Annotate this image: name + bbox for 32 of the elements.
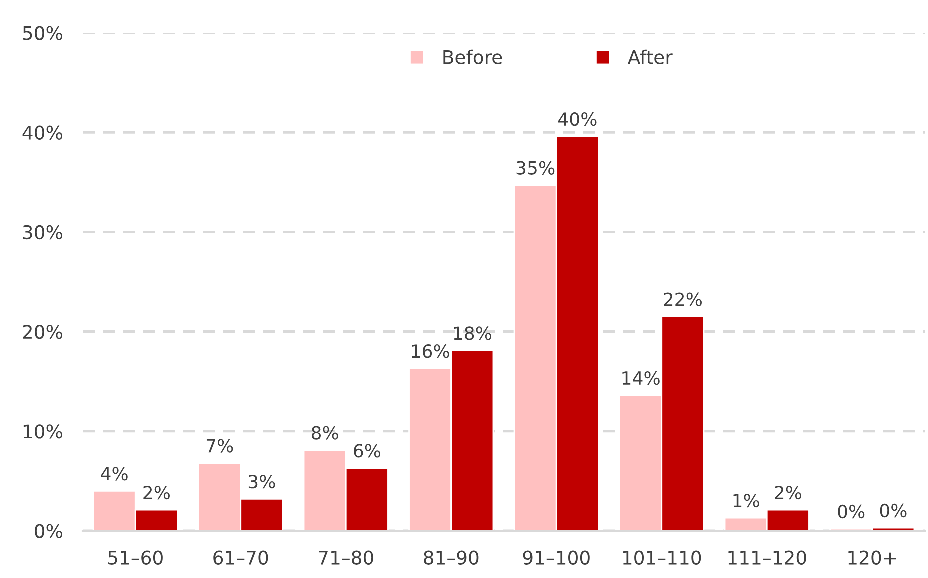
data-label: 1%	[734, 494, 760, 508]
data-label: 7%	[206, 439, 234, 453]
x-tick-label: 51–60	[108, 550, 163, 565]
data-label: 8%	[312, 426, 338, 440]
x-tick-label: 91–100	[523, 550, 590, 565]
x-tick-label: 61–70	[214, 550, 268, 565]
x-tick-label: 101–110	[623, 550, 702, 565]
data-label: 40%	[558, 112, 597, 126]
data-label: 6%	[354, 444, 380, 458]
x-tick-label: 111–120	[728, 550, 806, 565]
data-label: 4%	[101, 467, 128, 481]
data-label: 14%	[622, 371, 660, 386]
data-label: 16%	[412, 344, 450, 358]
y-tick-label: 40%	[22, 126, 63, 140]
data-label: 22%	[664, 292, 702, 306]
data-label: 35%	[516, 161, 555, 175]
data-label: 0%	[838, 504, 865, 519]
data-label: 0%	[880, 504, 907, 518]
legend-label: Before	[444, 50, 502, 64]
x-tick-label: 120+	[848, 550, 896, 565]
y-tick-label: 50%	[23, 26, 63, 40]
legend-label: After	[628, 50, 673, 64]
x-tick-label: 81–90	[424, 550, 479, 565]
data-label: 18%	[454, 326, 492, 340]
data-label: 2%	[775, 486, 802, 500]
y-tick-label: 10%	[24, 424, 63, 439]
y-tick-label: 20%	[23, 325, 63, 340]
x-tick-label: 71–80	[319, 550, 374, 565]
y-tick-label: 30%	[23, 225, 63, 240]
data-label: 3%	[248, 475, 276, 489]
y-tick-label: 0%	[35, 524, 63, 538]
data-label: 2%	[144, 486, 170, 500]
